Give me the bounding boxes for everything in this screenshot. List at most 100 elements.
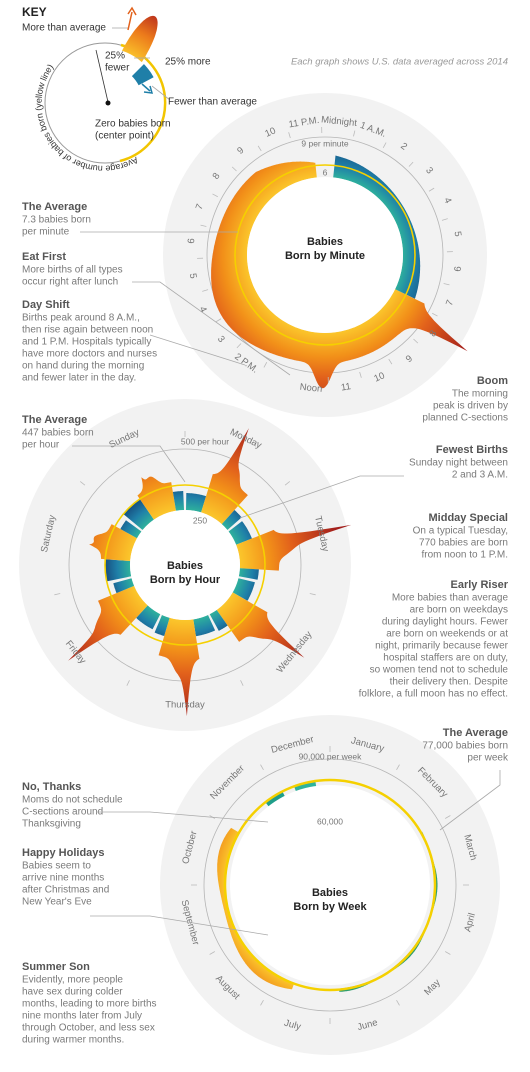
note-text: so women tend not to schedule: [370, 665, 509, 676]
scale-label: 250: [193, 515, 207, 525]
leader-line: [132, 281, 291, 376]
note-text: 770 babies are born: [419, 538, 508, 549]
ring-tick: [236, 343, 242, 349]
note-text: and 1 P.M. Hospitals typically: [22, 337, 151, 348]
note-text: occur right after lunch: [22, 277, 118, 288]
key-title: KEY: [22, 5, 47, 19]
more-band: [89, 524, 137, 561]
note-text: after Christmas and: [22, 885, 109, 896]
ring-tick: [396, 764, 400, 771]
fewer-band: [221, 510, 242, 530]
note-text: peak is driven by: [433, 401, 508, 412]
ring-tick: [54, 593, 61, 596]
ring-tick: [284, 481, 291, 486]
note-text: during warmer months.: [22, 1035, 124, 1046]
ring-tick: [260, 999, 264, 1006]
hour-label: 3: [423, 165, 435, 176]
note-text: More babies than average: [392, 593, 509, 604]
note-text: months, leading to more births: [22, 999, 157, 1010]
note-text: Moms do not schedule: [22, 795, 123, 806]
ring-tick: [432, 312, 438, 317]
more-band: [201, 428, 249, 525]
hour-label: 10: [263, 125, 277, 139]
note-text: night, primarily because fewer: [375, 641, 509, 652]
scale-label: 6: [323, 167, 328, 177]
note-heading: Happy Holidays: [22, 847, 105, 859]
key-label: 25% more: [165, 57, 211, 68]
note-text: 7.3 babies born: [22, 215, 91, 226]
leader-line: [151, 85, 171, 101]
note-text: per minute: [22, 227, 70, 238]
leader-line: [439, 770, 501, 831]
note-text: Evidently, more people: [22, 975, 123, 986]
key-label: More than average: [22, 23, 106, 34]
key-more: [122, 15, 158, 63]
ring-tick: [413, 338, 419, 344]
leader-line: [239, 475, 404, 519]
scale-label: 90,000 per week: [299, 751, 363, 761]
more-band: [211, 161, 468, 389]
ring-tick: [444, 815, 451, 819]
note-heading: Eat First: [22, 251, 66, 263]
more-band: [158, 617, 200, 717]
hour-label: 7: [194, 203, 206, 212]
fewer-band: [136, 605, 161, 630]
ring-tick: [260, 764, 264, 771]
note-text: C-sections around: [22, 807, 103, 818]
inner-disc: [247, 177, 403, 333]
note-text: 447 babies born: [22, 428, 94, 439]
key-spoke: [95, 49, 109, 103]
ring-tick: [444, 951, 451, 955]
note-text: are born on weekends or at: [386, 629, 508, 640]
scale-label: 60,000: [317, 816, 343, 826]
hour-label: 2: [398, 141, 409, 153]
ring-tick: [309, 593, 316, 596]
leader-line: [149, 334, 246, 366]
hour-label: 4: [196, 305, 208, 314]
note-text: nine months later from July: [22, 1011, 142, 1022]
note-text: The morning: [452, 389, 508, 400]
note-heading: Early Riser: [451, 579, 509, 591]
note-text: have sex during colder: [22, 987, 123, 998]
note-text: during daylight hours. Fewer: [382, 617, 509, 628]
note-heading: Boom: [477, 375, 508, 387]
leader-line: [96, 811, 269, 823]
ring-tick: [408, 161, 414, 167]
source-note: Each graph shows U.S. data averaged acro…: [291, 57, 508, 68]
hour-label: 11 P.M.: [288, 115, 320, 131]
hour-label: 11: [340, 381, 351, 393]
note-text: their delivery then. Despite: [390, 677, 509, 688]
note-heading: The Average: [22, 201, 87, 213]
hour-label: 7: [444, 299, 456, 308]
hour-label: Noon: [299, 382, 323, 395]
note-heading: No, Thanks: [22, 781, 81, 793]
note-text: through October, and less sex: [22, 1023, 155, 1034]
fewer-band: [209, 610, 228, 631]
note-text: have more doctors and nurses: [22, 349, 157, 360]
chart-title: Babies: [167, 560, 203, 572]
note-text: are born on weekdays: [410, 605, 508, 616]
note-text: then rise again between noon: [22, 325, 153, 336]
note-heading: Day Shift: [22, 299, 70, 311]
scale-label: 9 per minute: [301, 138, 349, 148]
average-line: [104, 484, 266, 646]
note-text: New Year's Eve: [22, 897, 92, 908]
ring-tick: [79, 481, 86, 486]
hour-label: 9: [235, 145, 246, 157]
note-text: Thanksgiving: [22, 819, 81, 830]
leader-line: [90, 915, 269, 936]
inner-disc: [130, 510, 240, 620]
ring-tick: [126, 680, 130, 686]
note-text: On a typical Tuesday,: [413, 526, 508, 537]
chart-title: Born by Week: [293, 901, 367, 913]
key-center: [105, 100, 111, 106]
hour-label: 6: [186, 238, 197, 244]
fewer-band: [154, 615, 170, 636]
month-label: July: [283, 1018, 302, 1033]
key-fewer: [131, 64, 154, 86]
key-arrow-down: [141, 83, 154, 94]
key-label: 25%: [105, 51, 125, 62]
ring-tick: [382, 142, 387, 148]
more-band: [216, 592, 305, 658]
note-text: Sunday night between: [409, 458, 508, 469]
